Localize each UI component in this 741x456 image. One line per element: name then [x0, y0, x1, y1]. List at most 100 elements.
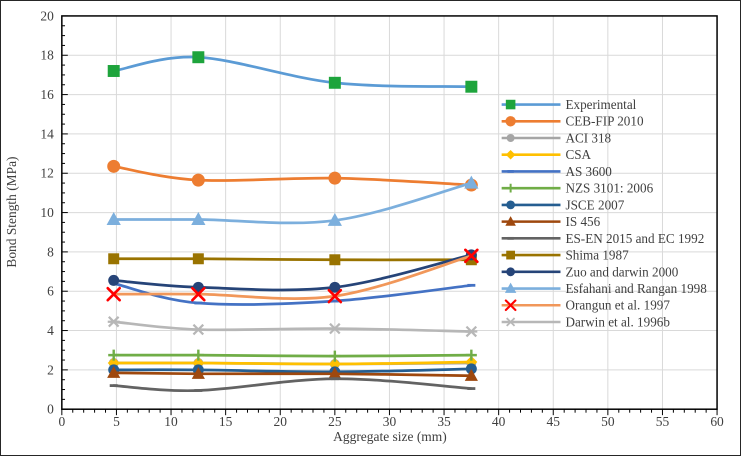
marker-plus	[108, 349, 120, 361]
marker-circle	[465, 363, 477, 375]
marker-asterisk	[107, 316, 120, 328]
marker-circle	[505, 116, 516, 127]
series-shima-1987	[108, 253, 477, 266]
legend-item: Shima 1987	[501, 248, 629, 263]
series-experimental	[107, 51, 478, 93]
series-line	[112, 181, 473, 225]
legend-label: Zuo and darwin 2000	[565, 264, 678, 279]
series-ceb-fip-2010	[107, 159, 478, 192]
y-tick-label: 12	[40, 166, 53, 181]
marker-square	[328, 76, 341, 89]
marker-circle	[329, 281, 341, 293]
legend-label: JSCE 2007	[565, 197, 624, 212]
marker-x	[191, 286, 206, 302]
y-tick-label: 18	[40, 48, 54, 63]
series-line	[112, 360, 473, 366]
series-line	[112, 254, 473, 300]
y-tick-label: 14	[40, 126, 54, 141]
x-tick-label: 0	[58, 414, 65, 429]
marker-dash	[194, 301, 203, 305]
series-orangun-et-al-1997	[106, 248, 479, 304]
marker-triangle	[191, 366, 205, 379]
marker-triangle	[191, 212, 206, 225]
legend-label: ACI 318	[565, 130, 611, 145]
marker-circle	[108, 274, 120, 286]
x-tick-label: 30	[383, 414, 397, 429]
marker-triangle	[504, 282, 517, 293]
series-line	[112, 367, 473, 374]
marker-x	[327, 288, 343, 304]
x-tick-label: 60	[710, 414, 724, 429]
marker-circle	[506, 200, 516, 210]
marker-plus	[329, 350, 341, 362]
marker-x	[464, 248, 479, 264]
marker-triangle	[327, 212, 342, 226]
legend-label: ES-EN 2015 and EC 1992	[565, 231, 704, 246]
y-tick-label: 6	[47, 284, 54, 299]
legend-label: Esfahani and Rangan 1998	[565, 281, 707, 296]
y-tick-label: 20	[40, 8, 54, 23]
legend-label: Experimental	[565, 97, 636, 112]
legend-item: Orangun et al. 1997	[501, 298, 670, 313]
x-tick-label: 10	[164, 414, 178, 429]
marker-x	[106, 286, 122, 302]
series-lines	[106, 51, 479, 393]
marker-circle	[328, 171, 342, 185]
legend-label: NZS 3101: 2006	[565, 181, 653, 196]
legend-label: Shima 1987	[565, 248, 629, 263]
legend-item: IS 456	[501, 214, 601, 229]
y-tick-label: 10	[40, 205, 54, 220]
marker-triangle	[464, 175, 479, 189]
legend-item: ES-EN 2015 and EC 1992	[501, 231, 704, 246]
series-esfahani-and-rangan-1998	[106, 175, 479, 226]
axes: 0 2 4 6 8 10 12 14 16 18 20 0 5 10 15 20 25 30 35 40 45 50 55 6…	[40, 8, 724, 429]
y-tick-label: 16	[40, 87, 54, 102]
marker-square	[107, 65, 120, 77]
marker-plus	[506, 183, 516, 193]
x-tick-label: 35	[437, 414, 451, 429]
marker-asterisk	[192, 323, 205, 336]
legend-item: Zuo and darwin 2000	[501, 264, 679, 279]
legend-item: CSA	[501, 147, 592, 162]
marker-circle	[107, 159, 121, 173]
legend-label: Orangun et al. 1997	[565, 298, 670, 313]
series-line	[112, 377, 473, 393]
marker-square	[192, 253, 204, 265]
y-axis-title: Bond Stength (MPa)	[4, 157, 19, 268]
y-tick-label: 2	[47, 362, 54, 377]
marker-square	[329, 254, 341, 266]
y-tick-label: 8	[47, 244, 54, 259]
marker-circle	[191, 173, 205, 187]
legend-item: NZS 3101: 2006	[501, 181, 654, 196]
marker-triangle	[464, 368, 478, 381]
marker-triangle	[107, 365, 121, 378]
series-csa	[107, 356, 478, 370]
marker-diamond	[505, 149, 516, 160]
marker-square	[192, 51, 205, 64]
marker-triangle	[106, 212, 121, 225]
marker-dash	[194, 389, 203, 392]
marker-circle	[506, 134, 515, 142]
x-tick-label: 50	[601, 414, 615, 429]
legend-item: JSCE 2007	[501, 197, 625, 212]
x-tick-label: 5	[113, 414, 120, 429]
series-line	[112, 257, 473, 262]
legend-item: Experimental	[501, 97, 637, 112]
series-line	[112, 253, 473, 292]
marker-asterisk	[328, 322, 341, 335]
marker-dash	[467, 283, 476, 287]
series-is-456	[107, 365, 478, 381]
marker-dash	[507, 170, 514, 173]
marker-diamond	[328, 358, 341, 370]
marker-plus	[465, 349, 477, 361]
legend-item: ACI 318	[501, 130, 612, 145]
series-line	[112, 371, 473, 378]
series-es-en-2015-and-ec-1992	[109, 377, 476, 393]
marker-square	[506, 250, 516, 260]
series-line	[112, 164, 473, 187]
legend-item: Esfahani and Rangan 1998	[501, 281, 707, 296]
x-tick-label: 40	[492, 414, 506, 429]
